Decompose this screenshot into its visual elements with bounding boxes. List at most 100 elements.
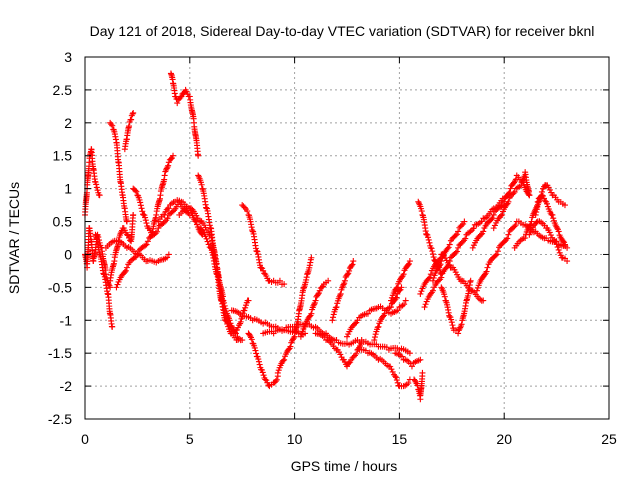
data-point bbox=[402, 297, 409, 304]
data-point bbox=[429, 287, 436, 294]
data-point-interp bbox=[554, 225, 561, 232]
data-point-interp bbox=[203, 235, 210, 242]
data-point bbox=[494, 248, 501, 255]
data-point bbox=[419, 369, 426, 376]
data-point-interp bbox=[205, 241, 212, 248]
data-point-interp bbox=[169, 208, 176, 215]
data-point-interp bbox=[133, 188, 140, 195]
data-point bbox=[346, 267, 353, 274]
data-point bbox=[287, 343, 294, 350]
data-point-interp bbox=[167, 155, 174, 162]
data-point-interp bbox=[477, 231, 484, 238]
data-point bbox=[126, 123, 133, 130]
data-point bbox=[469, 244, 476, 251]
x-tick-label: 5 bbox=[186, 431, 194, 447]
data-point bbox=[438, 284, 445, 291]
y-tick-label: 0.5 bbox=[53, 214, 73, 230]
data-point-interp bbox=[548, 189, 555, 196]
data-point bbox=[538, 188, 545, 195]
data-point-interp bbox=[550, 215, 557, 222]
plot-frame bbox=[84, 56, 610, 420]
data-point bbox=[417, 290, 424, 297]
data-point-interp bbox=[337, 292, 344, 299]
data-point-interp bbox=[504, 235, 511, 242]
data-point bbox=[333, 304, 340, 311]
data-point-interp bbox=[139, 208, 146, 215]
data-point-interp bbox=[237, 318, 244, 325]
data-point bbox=[394, 290, 401, 297]
data-point bbox=[455, 244, 462, 251]
data-point-interp bbox=[372, 331, 379, 338]
data-point-interp bbox=[223, 318, 230, 325]
data-point-interp bbox=[280, 357, 287, 364]
x-axis-title: GPS time / hours bbox=[291, 458, 398, 474]
data-point-interp bbox=[449, 322, 456, 329]
data-point bbox=[438, 258, 445, 265]
data-point-interp bbox=[519, 177, 526, 184]
data-point-interp bbox=[164, 254, 171, 261]
data-point-interp bbox=[560, 238, 567, 245]
data-point bbox=[195, 152, 202, 159]
data-point bbox=[375, 323, 382, 330]
data-point-interp bbox=[138, 205, 145, 212]
data-point-interp bbox=[195, 217, 202, 224]
data-point-interp bbox=[121, 269, 128, 276]
x-tick-label: 20 bbox=[496, 431, 512, 447]
y-tick-label: 1 bbox=[64, 181, 72, 197]
data-point-interp bbox=[405, 261, 412, 268]
data-point bbox=[245, 297, 252, 304]
data-point bbox=[490, 225, 497, 232]
data-point bbox=[446, 258, 453, 265]
data-point-interp bbox=[553, 241, 560, 248]
data-point-interp bbox=[195, 173, 202, 180]
data-point-interp bbox=[448, 319, 455, 326]
data-point-interp bbox=[425, 234, 432, 241]
data-point bbox=[113, 284, 120, 291]
data-point-interp bbox=[552, 238, 559, 245]
axis-ticks: 0 5 10 15 20 25 3 2.5 2 1.5 1 0.5 0 -0.5 -1 -1.5 -2 -2.5 bbox=[48, 49, 617, 447]
data-point-interp bbox=[429, 248, 436, 255]
data-point-interp bbox=[493, 251, 500, 258]
data-point bbox=[241, 307, 248, 314]
data-point-interp bbox=[273, 376, 280, 383]
data-point bbox=[222, 317, 229, 324]
data-point-interp bbox=[395, 382, 402, 389]
data-point-interp bbox=[418, 288, 425, 295]
data-point bbox=[161, 211, 168, 218]
data-point-interp bbox=[142, 217, 149, 224]
data-point-interp bbox=[430, 254, 437, 261]
data-point-interp bbox=[393, 374, 400, 381]
data-point-interp bbox=[105, 281, 112, 288]
data-point-interp bbox=[554, 244, 561, 251]
data-point-interp bbox=[242, 304, 249, 311]
data-point bbox=[341, 277, 348, 284]
data-point-interp bbox=[481, 215, 488, 222]
data-point-interp bbox=[198, 181, 205, 188]
data-point-interp bbox=[510, 190, 517, 197]
data-point-interp bbox=[549, 234, 556, 241]
data-point-interp bbox=[137, 199, 144, 206]
data-point-interp bbox=[537, 195, 544, 202]
data-point-interp bbox=[444, 263, 451, 270]
data-point bbox=[281, 281, 288, 288]
data-point bbox=[123, 218, 130, 225]
data-point-interp bbox=[477, 296, 484, 303]
data-point bbox=[96, 192, 103, 199]
data-point bbox=[421, 304, 428, 311]
data-point-interp bbox=[355, 346, 362, 353]
data-point-interp bbox=[456, 325, 463, 332]
data-point bbox=[312, 297, 319, 304]
y-tick-label: -1 bbox=[60, 312, 73, 328]
data-point-interp bbox=[259, 369, 266, 376]
data-point bbox=[555, 228, 562, 235]
data-point bbox=[276, 277, 283, 284]
data-point-interp bbox=[492, 252, 499, 259]
data-point-interp bbox=[165, 162, 172, 169]
data-point bbox=[350, 258, 357, 265]
data-point-interp bbox=[445, 244, 452, 251]
data-point bbox=[484, 264, 491, 271]
data-point-interp bbox=[298, 330, 305, 337]
data-point-interp bbox=[478, 218, 485, 225]
data-point-interp bbox=[260, 372, 267, 379]
